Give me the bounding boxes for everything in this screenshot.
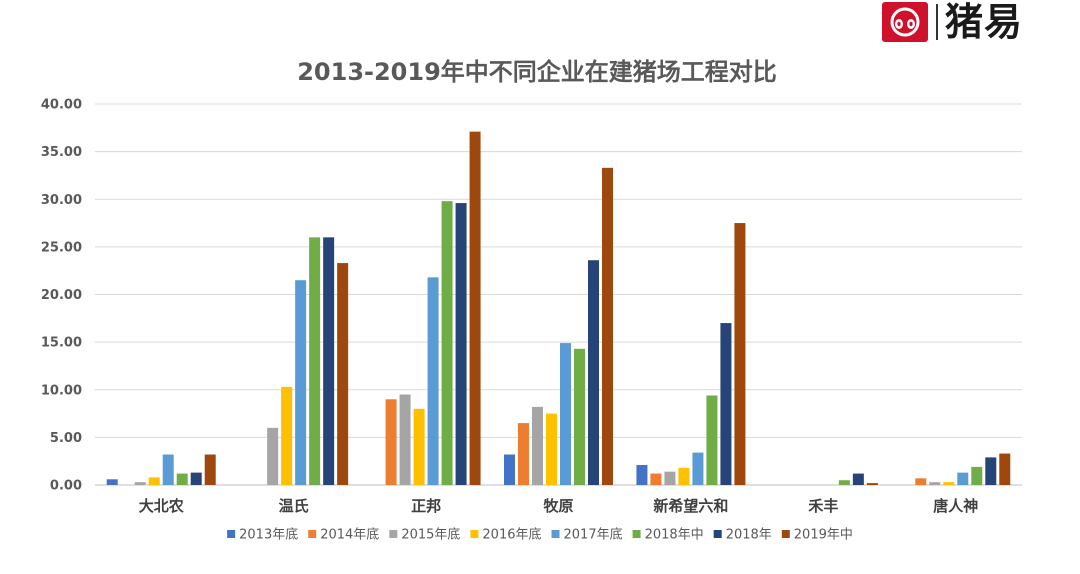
bar: [413, 408, 425, 485]
bar: [636, 464, 648, 485]
bar: [650, 473, 662, 485]
legend-label: 2016年底: [482, 527, 541, 543]
bar: [692, 452, 704, 485]
legend-label: 2013年底: [239, 527, 298, 543]
bar: [281, 386, 293, 485]
bar: [678, 467, 690, 485]
legend: 2013年底 2014年底 2015年底 2016年底 2017年底 2018年中 2018…: [227, 527, 853, 543]
legend-label: 2014年底: [320, 527, 379, 543]
bar: [574, 348, 585, 485]
brand-name: 猪易: [945, 0, 1024, 44]
y-axis-ticks: 0.00 5.00 10.00 15.00 20.00 25.00 30.00 35.00 40…: [41, 98, 82, 494]
bar: [734, 223, 746, 485]
bar: [148, 477, 160, 485]
bar: [190, 472, 202, 485]
x-axis-labels: 大北农 温氏 正邦 牧原 新希望六和 禾丰 唐人神: [139, 497, 979, 515]
y-tick-label: 30.00: [41, 193, 82, 208]
bar: [588, 260, 599, 485]
bar: [337, 263, 349, 485]
legend-swatch: [781, 530, 790, 538]
bar: [427, 277, 439, 485]
y-tick-label: 5.00: [50, 431, 82, 446]
bar: [455, 203, 467, 485]
gridlines: [95, 103, 1022, 486]
x-tick-label: 正邦: [411, 497, 441, 515]
legend-label: 2017年底: [564, 527, 623, 543]
bar: [560, 343, 571, 485]
legend-swatch: [308, 530, 317, 538]
bar: [162, 454, 174, 485]
legend-label: 2019年中: [794, 528, 853, 543]
legend-swatch: [632, 530, 641, 538]
x-tick-label: 新希望六和: [653, 497, 728, 515]
bar: [971, 466, 983, 485]
x-tick-label: 温氏: [279, 497, 309, 515]
bars: [106, 131, 1011, 485]
legend-label: 2018年中: [645, 528, 704, 543]
legend-swatch: [227, 530, 236, 538]
bar: [720, 323, 732, 485]
bar: [399, 394, 411, 485]
bar: [866, 483, 878, 485]
bar: [134, 482, 146, 485]
bar: [106, 479, 118, 485]
legend-label: 2015年底: [401, 527, 460, 543]
y-tick-label: 10.00: [41, 383, 82, 398]
bar: [664, 471, 676, 485]
bar: [204, 454, 216, 485]
bar: [929, 482, 941, 485]
bar: [943, 482, 955, 485]
bar: [999, 453, 1011, 485]
legend-swatch: [389, 530, 398, 538]
bar: [309, 237, 321, 485]
bar: [267, 427, 279, 485]
brand-logo: 猪易: [882, 2, 1023, 42]
y-tick-label: 20.00: [41, 288, 82, 303]
bar: [295, 280, 307, 485]
bar: [469, 131, 481, 485]
y-tick-label: 40.00: [41, 98, 82, 113]
x-tick-label: 禾丰: [808, 497, 838, 515]
bar: [441, 201, 453, 485]
legend-swatch: [713, 530, 722, 538]
pig-face-icon: [882, 2, 928, 42]
bar: [518, 423, 529, 485]
legend-swatch: [551, 530, 560, 538]
bar: [385, 399, 397, 485]
bar: [602, 167, 613, 485]
x-tick-label: 唐人神: [933, 497, 978, 515]
legend-label: 2018年: [726, 528, 772, 543]
bar: [957, 472, 969, 485]
bar: [706, 395, 718, 485]
bar: [323, 237, 335, 485]
bar: [546, 413, 557, 485]
y-tick-label: 25.00: [41, 240, 82, 255]
bar: [852, 473, 864, 485]
bar: [985, 457, 997, 485]
bar: [532, 406, 543, 485]
bar: [838, 480, 850, 485]
bar: [915, 478, 927, 485]
y-tick-label: 0.00: [50, 479, 82, 494]
x-tick-label: 大北农: [139, 497, 184, 515]
legend-swatch: [470, 530, 479, 538]
logo-divider: [936, 4, 938, 40]
y-tick-label: 35.00: [41, 145, 82, 160]
y-tick-label: 15.00: [41, 336, 82, 351]
bar: [504, 454, 515, 485]
x-tick-label: 牧原: [543, 497, 573, 515]
bar: [176, 473, 188, 485]
chart-title: 2013-2019年中不同企业在建猪场工程对比: [297, 58, 777, 86]
